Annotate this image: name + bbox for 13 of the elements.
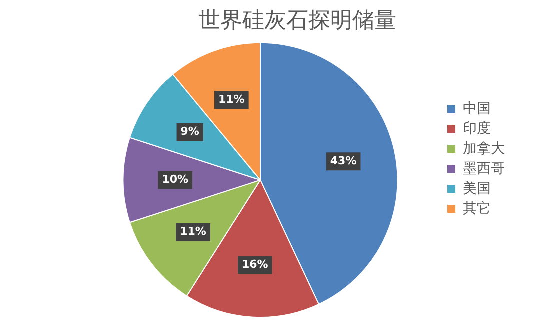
data-label: 16% bbox=[242, 258, 268, 272]
chart-title: 世界硅灰石探明储量 bbox=[198, 7, 396, 32]
data-label: 9% bbox=[180, 125, 200, 138]
data-label: 11% bbox=[180, 225, 206, 238]
legend-label: 墨西哥 bbox=[463, 160, 505, 176]
legend-label: 美国 bbox=[463, 180, 491, 196]
data-label: 11% bbox=[218, 92, 245, 106]
legend-label: 印度 bbox=[463, 120, 491, 136]
data-label: 43% bbox=[330, 154, 357, 168]
legend-label: 加拿大 bbox=[463, 140, 505, 156]
legend-label: 其它 bbox=[463, 200, 491, 216]
legend-label: 中国 bbox=[463, 100, 491, 116]
data-label: 10% bbox=[162, 173, 189, 186]
